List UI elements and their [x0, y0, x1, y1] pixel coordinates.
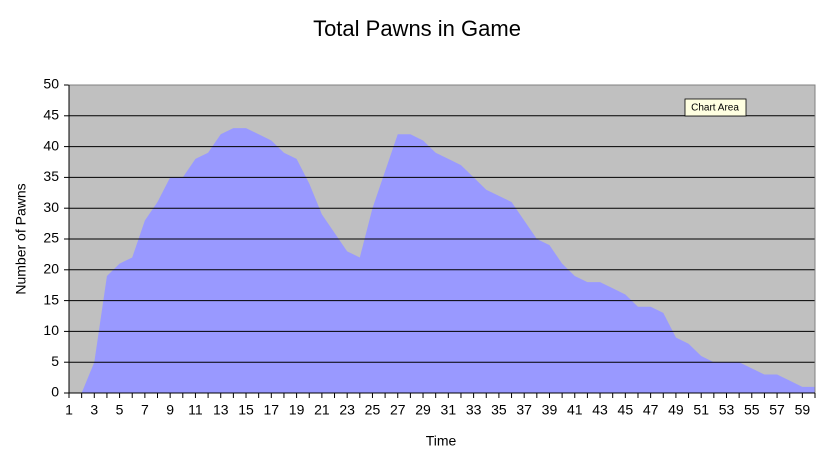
y-tick-label: 20 [43, 261, 59, 277]
y-tick-label: 10 [43, 322, 59, 338]
x-tick-label: 31 [441, 402, 457, 418]
x-tick-label: 19 [289, 402, 305, 418]
x-tick-label: 21 [314, 402, 330, 418]
x-tick-label: 51 [693, 402, 709, 418]
x-tick-label: 55 [744, 402, 760, 418]
x-tick-label: 25 [365, 402, 381, 418]
y-tick-label: 5 [51, 353, 59, 369]
x-tick-label: 13 [213, 402, 229, 418]
x-tick-label: 41 [567, 402, 583, 418]
y-tick-label: 30 [43, 199, 59, 215]
x-tick-label: 59 [795, 402, 811, 418]
x-tick-label: 57 [769, 402, 785, 418]
x-tick-label: 15 [238, 402, 254, 418]
x-tick-label: 29 [415, 402, 431, 418]
y-tick-label: 50 [43, 76, 59, 92]
area [69, 128, 815, 393]
tooltip-box [684, 98, 747, 117]
x-tick-label: 5 [116, 402, 124, 418]
x-tick-label: 1 [65, 402, 73, 418]
x-tick-label: 17 [264, 402, 280, 418]
y-tick-label: 25 [43, 230, 59, 246]
y-axis-label: Number of Pawns [13, 183, 29, 294]
chart-title: Total Pawns in Game [313, 16, 521, 41]
x-tick-label: 27 [390, 402, 406, 418]
y-tick-label: 15 [43, 291, 59, 307]
tooltip: Chart Area [691, 103, 739, 114]
x-tick-label: 37 [516, 402, 532, 418]
x-tick-label: 7 [141, 402, 149, 418]
x-tick-label: 11 [188, 402, 203, 418]
y-tick-label: 35 [43, 168, 59, 184]
x-tick-label: 33 [466, 402, 482, 418]
x-tick-label: 35 [491, 402, 507, 418]
x-tick-label: 43 [592, 402, 608, 418]
x-tick-label: 3 [90, 402, 98, 418]
x-tick-label: 47 [643, 402, 659, 418]
y-tick-label: 45 [43, 107, 59, 123]
y-tick-label: 40 [43, 137, 59, 153]
x-tick-label: 39 [542, 402, 558, 418]
x-tick-label: 9 [166, 402, 174, 418]
x-tick-label: 49 [668, 402, 684, 418]
x-tick-label: 23 [339, 402, 355, 418]
y-tick-label: 0 [51, 384, 59, 400]
x-axis-label: Time [426, 433, 457, 449]
x-tick-label: 45 [618, 402, 634, 418]
x-tick-label: 53 [719, 402, 735, 418]
